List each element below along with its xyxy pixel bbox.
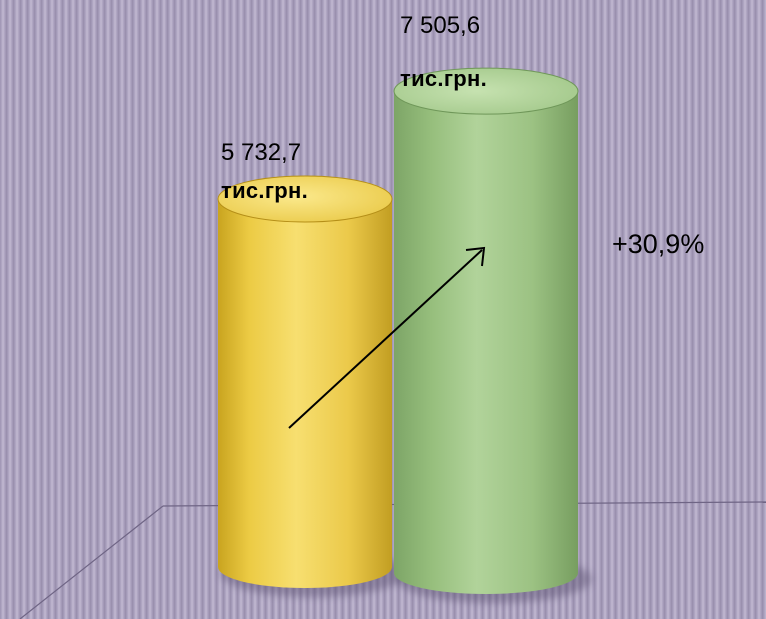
trend-arrow [288, 246, 486, 429]
bar-1 [217, 175, 406, 597]
bars-group [217, 67, 592, 603]
bar-unit-label-1: тис.грн. [221, 178, 309, 203]
bar-unit-label-2: тис.грн. [400, 66, 488, 91]
floor-outline [19, 501, 766, 619]
bar-top-1 [217, 175, 393, 223]
bar-value-label-1: 5 732,7 [221, 139, 302, 166]
bar-body-1 [218, 198, 392, 588]
bar-top-2 [393, 67, 579, 115]
bar-2 [393, 67, 592, 603]
growth-percent-label: +30,9% [612, 229, 705, 259]
bar-value-label-2: 7 505,6 [400, 12, 481, 39]
bar-body-2 [394, 91, 578, 595]
